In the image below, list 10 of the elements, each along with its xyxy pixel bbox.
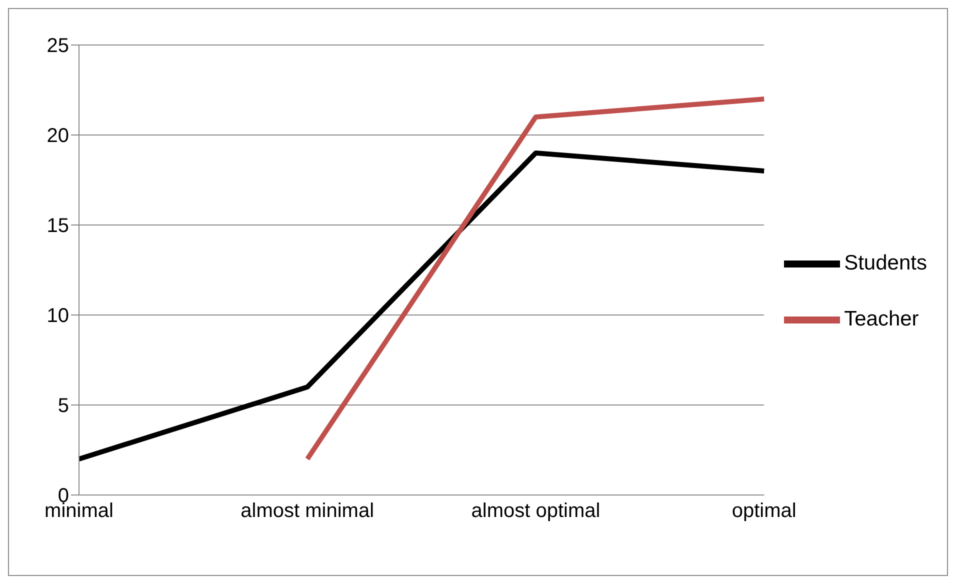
legend-label: Students — [844, 252, 927, 275]
y-tick-label: 15 — [46, 215, 69, 238]
y-tick-label: 25 — [46, 35, 69, 58]
x-tick-label: almost optimal — [471, 500, 600, 522]
x-tick-label: optimal — [732, 500, 796, 522]
x-tick-label: almost minimal — [240, 500, 374, 522]
legend-label: Teacher — [844, 308, 919, 331]
y-tick-label: 20 — [46, 125, 69, 148]
y-tick-label: 5 — [58, 395, 69, 418]
y-tick-label: 10 — [46, 305, 69, 328]
